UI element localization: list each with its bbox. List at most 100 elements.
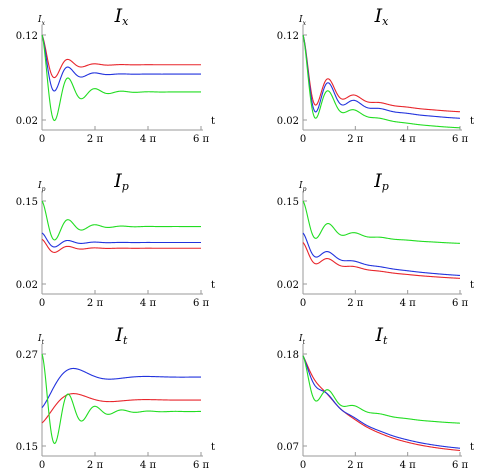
chart-title-main: I bbox=[375, 324, 384, 346]
x-tick-label: 0 bbox=[39, 460, 45, 471]
y-tick-label: 0.02 bbox=[277, 116, 299, 127]
series-line-green bbox=[41, 353, 201, 445]
y-tick-label: 0.02 bbox=[16, 116, 38, 127]
x-tick-label: 0 bbox=[39, 298, 45, 309]
y-axis-label: Ix bbox=[298, 15, 307, 27]
y-tick-label: 0.15 bbox=[16, 197, 38, 208]
x-axis-label: t bbox=[211, 116, 215, 127]
series-line-green bbox=[302, 200, 461, 244]
x-tick-label: 6 π bbox=[193, 298, 210, 309]
x-tick-label: 0 bbox=[300, 460, 306, 471]
series-line-blue bbox=[41, 34, 201, 92]
series-line-blue bbox=[41, 367, 202, 409]
y-axis-label-subscript: t bbox=[42, 339, 45, 346]
x-tick-label: 2 π bbox=[347, 298, 364, 309]
chart-title-main: I bbox=[113, 170, 122, 192]
series-line-blue bbox=[302, 34, 461, 119]
y-axis-label-subscript: x bbox=[42, 20, 46, 27]
x-axis-label: t bbox=[470, 442, 474, 453]
chart-title: Ip bbox=[113, 170, 129, 193]
x-axis-label: t bbox=[211, 280, 215, 291]
chart-title-subscript: x bbox=[122, 15, 129, 28]
chart-title-subscript: t bbox=[123, 334, 128, 347]
chart-title: Ix bbox=[374, 5, 390, 28]
x-tick-label: 6 π bbox=[452, 460, 469, 471]
x-tick-label: 2 π bbox=[347, 460, 364, 471]
x-tick-label: 4 π bbox=[140, 460, 157, 471]
x-tick-label: 0 bbox=[300, 134, 306, 145]
y-axis-label-main: I bbox=[37, 181, 42, 191]
x-tick-label: 2 π bbox=[87, 134, 104, 145]
y-tick-label: 0.27 bbox=[16, 350, 38, 361]
y-axis-label: It bbox=[37, 334, 45, 346]
x-tick-label: 4 π bbox=[140, 134, 157, 145]
x-tick-label: 4 π bbox=[400, 298, 417, 309]
series-line-green bbox=[302, 34, 461, 129]
y-axis-label: Ip bbox=[298, 181, 307, 193]
y-tick-label: 0.02 bbox=[277, 280, 299, 291]
x-axis-label: t bbox=[470, 116, 474, 127]
y-tick-label: 0.15 bbox=[16, 442, 38, 453]
series-line-red bbox=[302, 34, 461, 113]
series-line-red bbox=[41, 238, 201, 253]
series-line-green bbox=[41, 34, 201, 122]
chart-title-subscript: p bbox=[122, 180, 129, 193]
y-axis-label-main: I bbox=[298, 334, 303, 344]
chart-title: It bbox=[115, 324, 129, 347]
x-tick-label: 6 π bbox=[452, 134, 469, 145]
x-tick-label: 0 bbox=[39, 134, 45, 145]
chart-title-main: I bbox=[115, 324, 124, 346]
series-line-red bbox=[41, 34, 201, 79]
x-tick-label: 6 π bbox=[193, 460, 210, 471]
series-line-red bbox=[302, 242, 461, 279]
y-axis-label: It bbox=[298, 334, 306, 346]
x-axis-label: t bbox=[211, 442, 215, 453]
chart-title: It bbox=[375, 324, 389, 347]
x-tick-label: 2 π bbox=[347, 134, 364, 145]
x-tick-label: 4 π bbox=[400, 134, 417, 145]
x-tick-label: 6 π bbox=[193, 134, 210, 145]
y-axis-label-main: I bbox=[298, 15, 303, 25]
y-tick-label: 0.07 bbox=[277, 442, 299, 453]
series-line-red bbox=[302, 355, 461, 452]
x-tick-label: 6 π bbox=[452, 298, 469, 309]
y-axis-label-subscript: t bbox=[303, 339, 306, 346]
y-axis-label: Ip bbox=[37, 181, 46, 193]
chart-title-main: I bbox=[374, 5, 383, 27]
y-axis-label-main: I bbox=[37, 15, 42, 25]
x-tick-label: 0 bbox=[300, 298, 306, 309]
y-tick-label: 0.12 bbox=[16, 31, 38, 42]
chart-title-subscript: t bbox=[383, 334, 388, 347]
series-line-blue bbox=[302, 232, 461, 277]
chart-title-subscript: x bbox=[382, 15, 389, 28]
y-axis-label: Ix bbox=[37, 15, 46, 27]
series-line-green bbox=[302, 355, 461, 424]
y-axis-label-subscript: p bbox=[42, 186, 46, 193]
chart-title: Ip bbox=[373, 170, 389, 193]
x-tick-label: 4 π bbox=[140, 298, 157, 309]
y-axis-label-subscript: x bbox=[303, 20, 307, 27]
y-axis-label-main: I bbox=[37, 334, 42, 344]
x-tick-label: 4 π bbox=[400, 460, 417, 471]
chart-title: Ix bbox=[114, 5, 130, 28]
series-line-blue bbox=[302, 355, 461, 449]
y-tick-label: 0.12 bbox=[277, 31, 299, 42]
y-tick-label: 0.02 bbox=[16, 280, 38, 291]
y-tick-label: 0.18 bbox=[277, 350, 299, 361]
y-tick-label: 0.15 bbox=[277, 197, 299, 208]
y-axis-label-main: I bbox=[298, 181, 303, 191]
series-line-green bbox=[41, 200, 201, 241]
series-line-blue bbox=[41, 232, 201, 248]
chart-title-subscript: p bbox=[382, 180, 389, 193]
x-tick-label: 2 π bbox=[87, 460, 104, 471]
x-tick-label: 2 π bbox=[87, 298, 104, 309]
chart-title-main: I bbox=[114, 5, 123, 27]
chart-title-main: I bbox=[373, 170, 382, 192]
